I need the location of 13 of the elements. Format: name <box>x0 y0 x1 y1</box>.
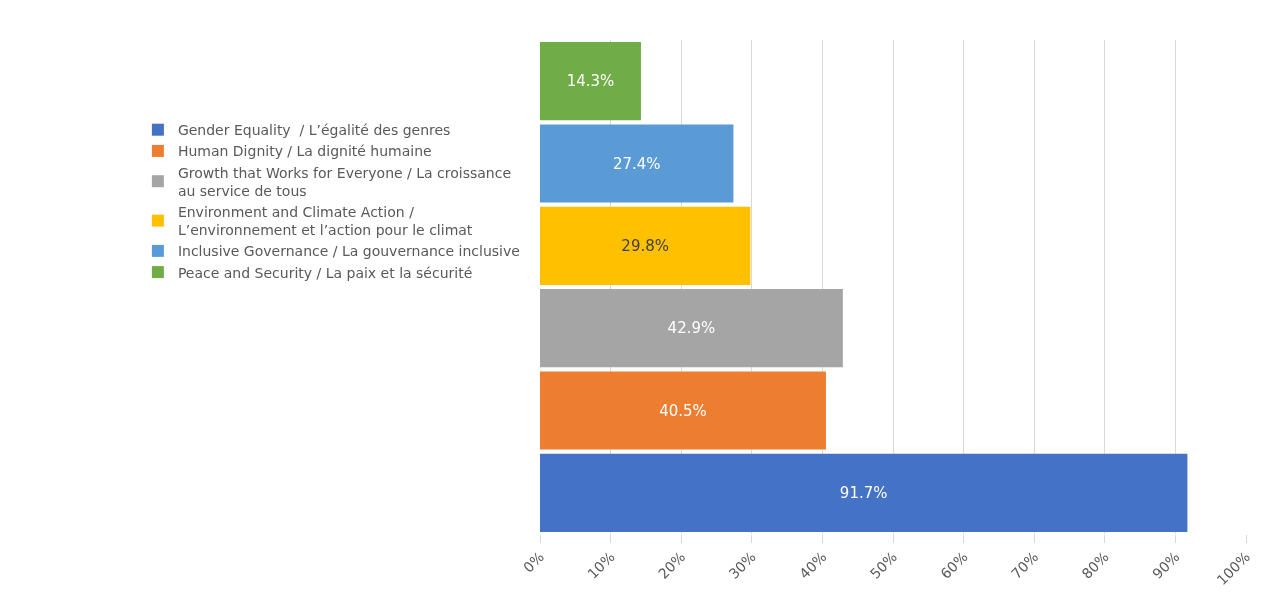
legend-label: Environment and Climate Action / L’environnement et l’action pour le climat <box>177 203 473 239</box>
data-label: 42.9% <box>667 319 716 338</box>
legend-label: Inclusive Governance / La gouvernance inclusive <box>177 243 520 260</box>
data-label: 14.3% <box>566 72 615 91</box>
data-label: 91.7% <box>839 483 888 502</box>
legend-label: Gender Equality / L’égalité des genres <box>177 122 451 139</box>
data-label: 40.5% <box>659 401 707 420</box>
data-label: 27.4% <box>612 154 661 173</box>
legend-label: Peace and Security / La paix et la sécurité <box>177 264 473 281</box>
x-tick-label: 0% <box>520 548 548 576</box>
legend-label: Growth that Works for Everyone / La croissance au service de tous <box>177 164 512 199</box>
data-label: 29.8% <box>621 236 670 255</box>
legend-label: Human Dignity / La dignité humaine <box>177 143 432 160</box>
